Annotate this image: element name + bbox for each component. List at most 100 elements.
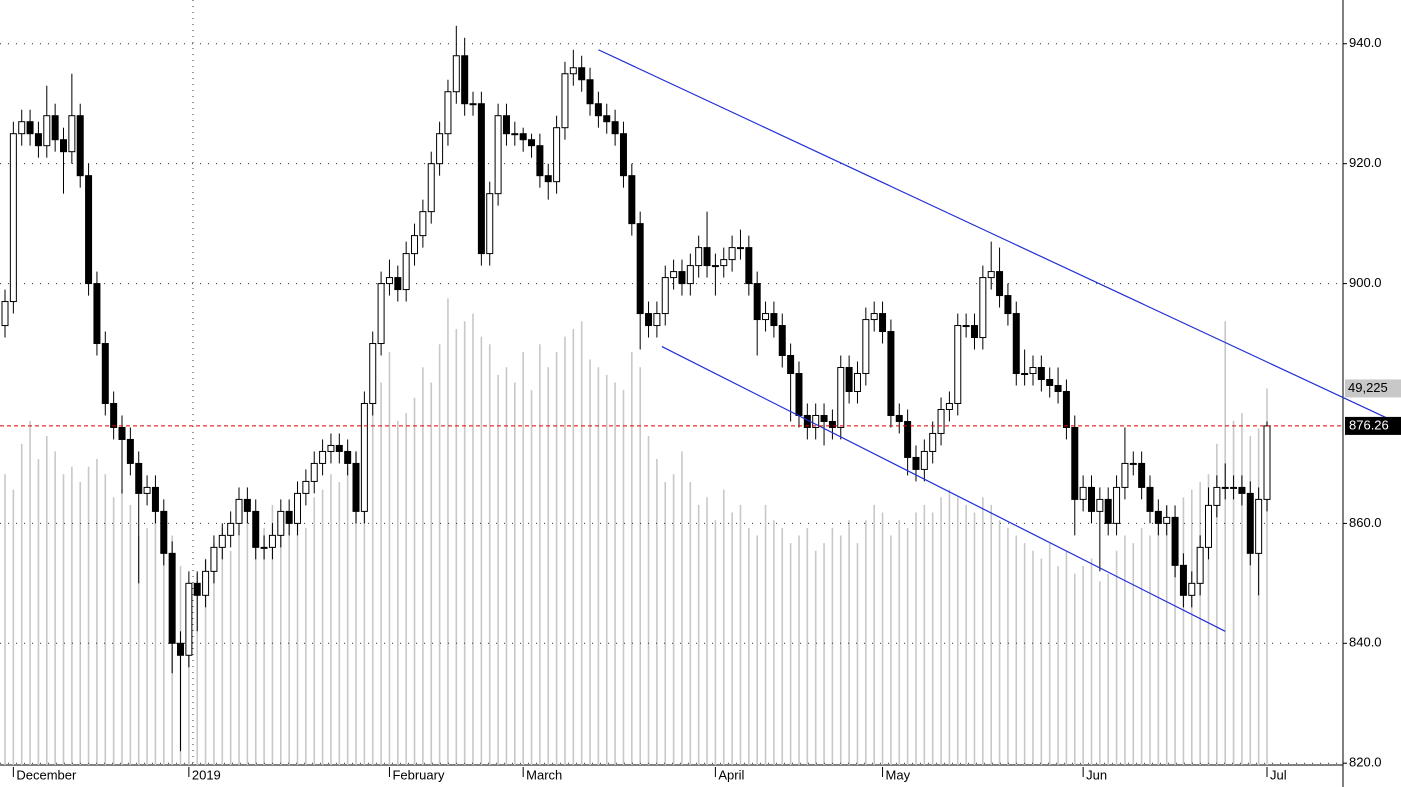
candle-body (126, 438, 134, 464)
candle-body (436, 133, 444, 165)
candle-body (1113, 486, 1121, 524)
candle-body (444, 91, 452, 135)
candle-body (469, 103, 477, 106)
candle-body (536, 145, 544, 177)
candle-body (202, 570, 210, 596)
candle-body (619, 133, 627, 177)
candle-body (310, 462, 318, 482)
candle-body (870, 313, 878, 321)
candle-body (1054, 384, 1062, 392)
candle-body (335, 444, 343, 452)
candle-body (987, 271, 995, 279)
candle-body (954, 325, 962, 404)
candle-body (887, 331, 895, 416)
x-tick-label: 2019 (192, 767, 221, 782)
candle-body (1146, 486, 1154, 512)
candle-body (628, 175, 636, 225)
candle-body (1, 301, 9, 327)
volume-label: 49,225 (1348, 380, 1388, 395)
x-tick-label: Jun (1086, 767, 1107, 782)
candle-body (1179, 564, 1187, 596)
candle-layer (1, 25, 1271, 752)
candle-body (1012, 313, 1020, 375)
candle-body (678, 271, 686, 285)
candle-body (1037, 367, 1045, 381)
last-price-label: 876.26 (1349, 417, 1389, 432)
candle-body (51, 115, 59, 141)
candle-body (519, 133, 527, 141)
candle-body (736, 247, 744, 250)
candle-body (101, 343, 109, 404)
candle-body (18, 121, 26, 135)
candle-body (252, 510, 260, 548)
candle-body (653, 313, 661, 327)
candle-body (411, 235, 419, 255)
candle-body (285, 510, 293, 524)
candle-body (319, 450, 327, 464)
candle-body (1004, 295, 1012, 315)
candle-body (862, 319, 870, 375)
candle-body (553, 127, 561, 183)
x-tick-label: March (526, 767, 562, 782)
y-tick-label: 820.0 (1349, 755, 1382, 770)
candle-body (703, 247, 711, 267)
candle-body (1121, 462, 1129, 488)
candle-body (828, 420, 836, 428)
candle-body (486, 193, 494, 255)
candle-body (26, 121, 34, 135)
candle-body (578, 67, 586, 81)
candle-body (402, 253, 410, 291)
candle-body (143, 486, 151, 494)
candle-body (76, 115, 84, 177)
candle-body (168, 552, 176, 644)
candle-body (853, 373, 861, 392)
candle-body (1204, 504, 1212, 548)
candle-body (1188, 582, 1196, 596)
candle-body (1096, 498, 1104, 512)
candle-body (227, 522, 235, 536)
candle-body (494, 115, 502, 195)
candle-body (277, 510, 285, 536)
candle-body (427, 163, 435, 213)
candle-body (1021, 373, 1029, 376)
candle-body (645, 313, 653, 327)
candle-body (670, 271, 678, 279)
candle-body (937, 408, 945, 434)
candle-body (1062, 390, 1070, 428)
candle-body (695, 247, 703, 267)
x-tick-label: Jul (1270, 767, 1287, 782)
candle-body (778, 325, 786, 357)
candle-body (302, 480, 310, 494)
y-tick-label: 920.0 (1349, 155, 1382, 170)
candle-body (452, 55, 460, 93)
candle-body (193, 582, 201, 596)
candle-body (235, 498, 243, 524)
last-price-box (1345, 416, 1401, 435)
candle-body (360, 402, 368, 512)
y-tick-label: 860.0 (1349, 515, 1382, 530)
candle-body (962, 325, 970, 328)
candle-body (594, 103, 602, 117)
candle-body (210, 546, 218, 572)
candle-body (745, 247, 753, 285)
candle-body (1213, 486, 1221, 506)
candle-body (85, 175, 93, 285)
candle-body (260, 546, 268, 549)
candle-body (118, 426, 126, 440)
candle-body (1087, 486, 1095, 512)
candle-body (327, 444, 335, 452)
candle-body (837, 367, 845, 428)
candle-body (419, 211, 427, 237)
y-tick-label: 840.0 (1349, 635, 1382, 650)
candle-body (912, 456, 920, 470)
candle-body (820, 414, 828, 422)
candle-body (1071, 426, 1079, 500)
candle-body (770, 313, 778, 327)
candle-body (879, 313, 887, 333)
candle-body (945, 402, 953, 410)
candle-body (720, 259, 728, 267)
candle-body (461, 55, 469, 105)
candle-body (1255, 498, 1263, 554)
candle-body (1238, 486, 1246, 494)
